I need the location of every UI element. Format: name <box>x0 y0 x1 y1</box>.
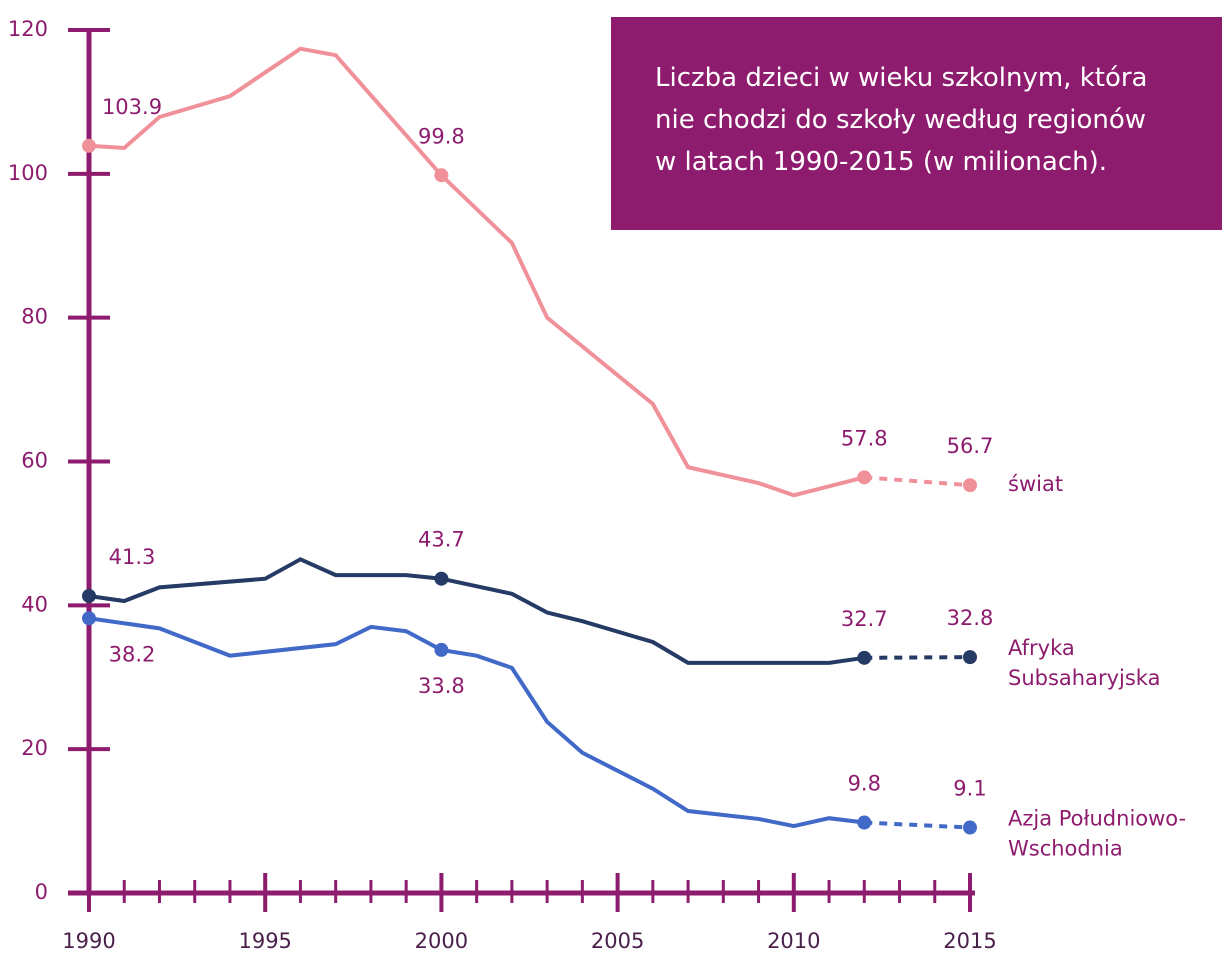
chart-title: w latach 1990-2015 (w milionach). <box>655 147 1107 177</box>
data-label: 103.9 <box>102 95 162 119</box>
point <box>434 571 449 586</box>
y-tick-label: 60 <box>21 449 48 473</box>
title-box <box>611 17 1222 230</box>
x-tick-label: 2010 <box>767 929 820 953</box>
y-tick-label: 100 <box>8 161 48 185</box>
point <box>82 611 96 626</box>
data-label: 56.7 <box>947 434 994 458</box>
series-projection <box>864 820 971 830</box>
data-label: 9.1 <box>953 777 986 801</box>
x-tick-label: 1990 <box>62 929 115 953</box>
series-line <box>88 46 865 498</box>
x-tick-label: 2015 <box>943 929 996 953</box>
y-tick-label: 120 <box>8 17 48 41</box>
y-tick-label: 80 <box>21 305 48 329</box>
data-label: 99.8 <box>418 124 465 148</box>
data-label: 33.8 <box>418 674 465 698</box>
point <box>82 588 96 603</box>
y-tick-label: 0 <box>35 880 48 904</box>
point <box>963 820 977 835</box>
x-tick-label: 2005 <box>591 929 644 953</box>
series-projection <box>864 475 971 488</box>
y-tick-label: 20 <box>21 736 48 760</box>
x-tick-label: 2000 <box>415 929 468 953</box>
x-tick-label: 1995 <box>238 929 291 953</box>
point <box>857 650 872 665</box>
series-line <box>88 616 865 829</box>
y-tick-label: 40 <box>21 592 48 616</box>
point <box>857 815 872 830</box>
legend-label: Afryka Subsaharyjska <box>1008 636 1160 690</box>
data-label: 43.7 <box>418 528 465 552</box>
series-projection <box>864 655 971 660</box>
point <box>434 642 449 657</box>
point <box>82 138 96 153</box>
chart-title: nie chodzi do szkoły według regionów <box>655 105 1146 135</box>
data-label: 57.8 <box>841 426 888 450</box>
legend-label: świat <box>1008 472 1063 496</box>
point <box>857 470 872 485</box>
chart-title: Liczba dzieci w wieku szkolnym, która <box>655 63 1147 93</box>
data-label: 38.2 <box>109 642 156 666</box>
data-label: 41.3 <box>109 545 156 569</box>
data-label: 9.8 <box>848 772 881 796</box>
point <box>963 478 977 493</box>
data-label: 32.8 <box>947 606 994 630</box>
data-label: 32.7 <box>841 607 888 631</box>
point <box>434 168 449 183</box>
point <box>963 650 977 665</box>
legend-label: Azja Południowo-Wschodnia <box>1008 807 1186 861</box>
